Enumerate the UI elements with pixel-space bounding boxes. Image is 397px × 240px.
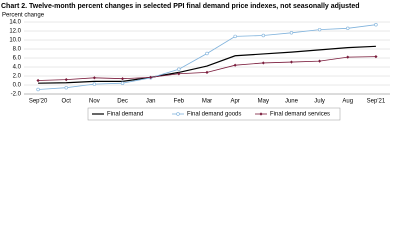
x-tick-label: Mar bbox=[202, 99, 212, 105]
point bbox=[289, 60, 294, 64]
point bbox=[92, 76, 96, 80]
y-tick-label: -2.0 bbox=[11, 92, 22, 98]
legend-label: Final demand services bbox=[270, 112, 330, 118]
point bbox=[120, 81, 125, 85]
point bbox=[261, 61, 265, 65]
x-tick-label: Nov bbox=[89, 99, 100, 105]
point bbox=[149, 75, 153, 79]
y-tick-label: 2.0 bbox=[13, 74, 22, 80]
y-tick-label: 8.0 bbox=[13, 47, 22, 53]
legend-label: Final demand bbox=[107, 112, 143, 118]
background bbox=[0, 0, 397, 121]
point bbox=[374, 23, 378, 27]
point bbox=[318, 59, 322, 63]
point bbox=[177, 72, 181, 76]
point bbox=[120, 77, 125, 81]
point bbox=[36, 87, 40, 92]
x-tick-label: July bbox=[314, 99, 325, 105]
y-tick-label: 10.0 bbox=[9, 38, 21, 44]
chart-title: Chart 2. Twelve-month percent changes in… bbox=[1, 3, 360, 10]
legend-marker bbox=[259, 112, 263, 116]
point bbox=[205, 51, 209, 56]
x-tick-label: Sep'21 bbox=[367, 99, 386, 105]
point bbox=[346, 26, 350, 30]
y-tick-label: 0.0 bbox=[13, 83, 22, 89]
point bbox=[64, 85, 68, 90]
point bbox=[36, 78, 40, 83]
legend-box bbox=[87, 107, 341, 121]
y-axis-label: Percent change bbox=[2, 13, 45, 19]
legend-label: Final demand goods bbox=[187, 112, 241, 118]
y-tick-label: 14.0 bbox=[9, 20, 21, 26]
x-tick-label: Dec bbox=[117, 99, 128, 105]
chart: Chart 2. Twelve-month percent changes in… bbox=[0, 0, 397, 121]
x-tick-label: Feb bbox=[174, 99, 185, 105]
x-tick-label: Sep'20 bbox=[29, 99, 48, 105]
point bbox=[64, 78, 68, 82]
point bbox=[289, 31, 294, 35]
legend-marker bbox=[176, 112, 180, 116]
series-line bbox=[38, 45, 376, 84]
point bbox=[205, 70, 209, 74]
y-tick-label: 4.0 bbox=[13, 65, 22, 71]
x-tick-label: Oct bbox=[62, 99, 72, 105]
point bbox=[374, 55, 378, 59]
y-tick-label: 12.0 bbox=[9, 29, 21, 35]
x-tick-label: Aug bbox=[342, 99, 353, 105]
x-tick-label: June bbox=[285, 99, 299, 105]
point bbox=[317, 27, 322, 32]
point bbox=[177, 67, 181, 71]
x-tick-label: Jan bbox=[146, 99, 156, 105]
point bbox=[261, 33, 266, 38]
point bbox=[233, 63, 237, 67]
x-tick-label: Apr bbox=[230, 99, 239, 105]
point bbox=[346, 55, 350, 59]
x-tick-label: May bbox=[258, 99, 269, 105]
y-tick-label: 6.0 bbox=[13, 56, 22, 62]
point bbox=[233, 34, 237, 39]
point bbox=[92, 82, 97, 86]
